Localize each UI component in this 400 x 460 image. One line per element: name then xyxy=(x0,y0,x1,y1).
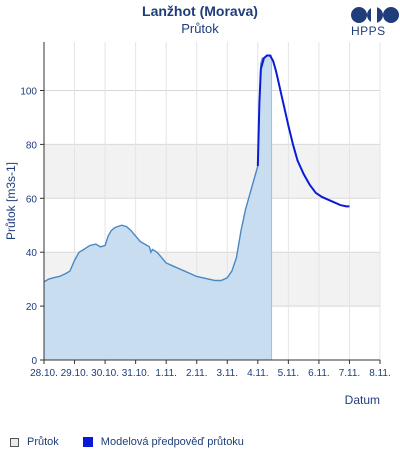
x-tick-label: 7.11. xyxy=(339,368,361,379)
x-tick-label: 29.10. xyxy=(61,368,89,379)
flow-chart: 0 20 40 60 80 100 28.10. 29.10. 30.10. 31.10. 1.11… xyxy=(4,42,391,407)
y-tick-label: 60 xyxy=(26,194,38,205)
legend-item-observed: Průtok xyxy=(10,436,59,448)
y-tick-label: 20 xyxy=(26,302,38,313)
x-tick-label: 2.11. xyxy=(186,368,208,379)
observed-area xyxy=(44,55,272,360)
y-axis-title: Průtok [m3s-1] xyxy=(4,162,18,240)
legend-item-model: Modelová předpověď průtoku xyxy=(82,436,244,448)
x-tick-label: 3.11. xyxy=(217,368,239,379)
hpps-logo-icon xyxy=(351,6,399,24)
legend-swatch-observed xyxy=(10,437,19,447)
legend: Průtok Modelová předpověď průtoku xyxy=(10,436,268,448)
x-tick-label: 31.10. xyxy=(122,368,150,379)
y-tick-label: 40 xyxy=(26,248,38,259)
x-tick-label: 28.10. xyxy=(30,368,58,379)
hpps-logo-text: HPPS xyxy=(351,24,386,38)
x-tick-label: 1.11. xyxy=(155,368,177,379)
legend-label-observed: Průtok xyxy=(27,436,59,448)
chart-title: Lanžhot (Morava) xyxy=(142,3,258,19)
y-tick-label: 100 xyxy=(20,87,37,98)
x-tick-label: 4.11. xyxy=(247,368,269,379)
x-tick-label: 6.11. xyxy=(308,368,330,379)
chart-subtitle: Průtok xyxy=(181,21,219,36)
legend-swatch-model xyxy=(82,437,93,447)
x-tick-label: 5.11. xyxy=(278,368,300,379)
x-tick-label: 30.10. xyxy=(91,368,119,379)
observed-line xyxy=(43,54,272,283)
legend-label-model: Modelová předpověď průtoku xyxy=(100,436,244,448)
x-tick-label: 8.11. xyxy=(369,368,391,379)
grid-band xyxy=(44,144,380,199)
y-tick-label: 80 xyxy=(26,140,38,151)
x-axis-title: Datum xyxy=(345,393,380,407)
model-line xyxy=(256,54,350,208)
y-tick-label: 0 xyxy=(31,356,37,367)
